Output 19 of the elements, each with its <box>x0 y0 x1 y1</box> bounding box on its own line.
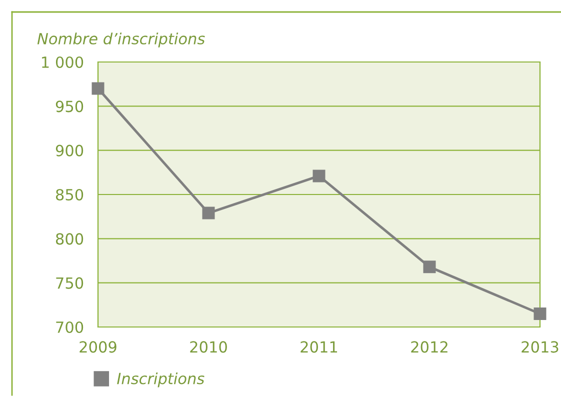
y-tick-label: 800 <box>56 233 84 245</box>
point <box>92 82 104 95</box>
point <box>312 170 326 182</box>
point <box>423 260 436 274</box>
x-tick-label: 2010 <box>190 341 227 353</box>
y-tick-label: 900 <box>56 144 84 156</box>
y-axis-title: Nombre d’inscriptions <box>37 32 205 48</box>
x-tick-label: 2011 <box>300 341 338 353</box>
legend-label: Inscriptions <box>117 372 204 388</box>
x-tick-label: 2009 <box>80 341 116 353</box>
x-tick-label: 2013 <box>522 341 558 353</box>
y-tick-label: 850 <box>56 188 84 201</box>
x-tick-label: 2012 <box>411 341 448 353</box>
y-tick-label: 1 000 <box>42 56 84 68</box>
y-tick-label: 750 <box>56 277 84 289</box>
point <box>534 308 546 320</box>
y-tick-label: 950 <box>56 100 84 112</box>
point <box>202 206 215 220</box>
y-tick-label: 700 <box>56 321 84 334</box>
